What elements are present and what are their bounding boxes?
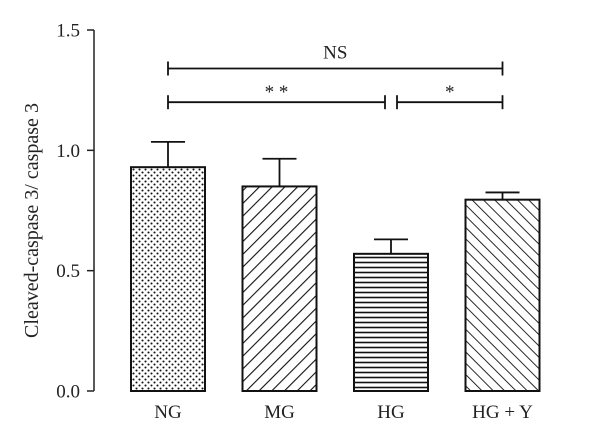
y-tick-label: 1.0 (56, 141, 80, 162)
significance-brackets: NS * * * (167, 43, 504, 110)
y-tick-label: 1.5 (56, 21, 80, 42)
x-tick-label: HG (377, 402, 405, 423)
significance-label: NS (323, 43, 347, 64)
bars (130, 166, 541, 392)
y-tick-label: 0.5 (56, 261, 80, 282)
x-tick-label: NG (154, 402, 182, 423)
bar-hg-y (464, 198, 541, 392)
bar-ng (130, 166, 206, 392)
y-tick-label: 0.0 (56, 382, 80, 403)
error-bars (151, 141, 520, 254)
y-ticks: 0.0 0.5 1.0 1.5 (56, 21, 94, 403)
significance-label: * (445, 82, 455, 103)
x-tick-label: MG (264, 402, 295, 423)
y-axis-label: Cleaved-caspase 3/ caspase 3 (21, 103, 43, 338)
bar-hg (353, 252, 429, 392)
significance-label: * * (265, 82, 289, 103)
x-tick-label: HG + Y (472, 402, 533, 423)
x-tick-labels: NG MG HG HG + Y (154, 402, 533, 423)
bar-mg (241, 185, 318, 392)
